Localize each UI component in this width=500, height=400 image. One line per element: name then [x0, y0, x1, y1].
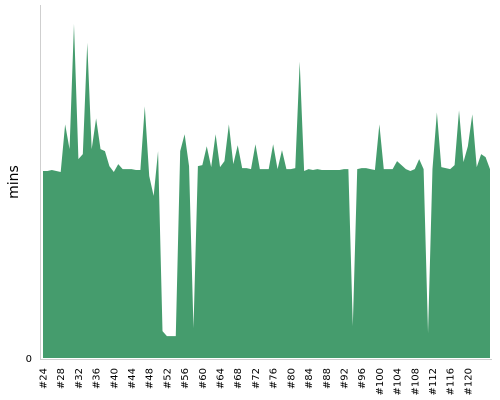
x-tick-label: #120 [463, 368, 474, 395]
y-tick-label-0: 0 [26, 354, 32, 365]
data-area-series [43, 23, 490, 358]
x-tick-label: #64 [216, 368, 227, 389]
x-tick-label: #60 [198, 368, 209, 389]
x-tick-label: #56 [180, 368, 191, 389]
x-tick-label: #36 [92, 368, 103, 389]
x-tick-label: #92 [339, 368, 350, 389]
x-tick-label: #108 [410, 368, 421, 395]
x-tick-label: #44 [127, 368, 138, 389]
x-tick-label: #112 [428, 368, 439, 395]
plot-area [43, 23, 490, 358]
x-tick-label: #48 [145, 368, 156, 389]
x-tick-label: #24 [39, 368, 50, 389]
x-tick-label: #68 [233, 368, 244, 389]
x-tick-label: #72 [251, 368, 262, 389]
x-tick-label: #100 [375, 368, 386, 395]
x-tick-label: #40 [109, 368, 120, 389]
x-tick-label: #52 [162, 368, 173, 389]
y-axis-title: mins [6, 165, 22, 199]
x-tick-label: #116 [446, 368, 457, 395]
x-tick-label: #96 [357, 368, 368, 389]
x-tick-label: #76 [269, 368, 280, 389]
x-tick-label: #84 [304, 368, 315, 389]
x-tick-label: #28 [56, 368, 67, 389]
x-tick-label: #88 [322, 368, 333, 389]
x-tick-label: #32 [74, 368, 85, 389]
x-tick-label: #104 [393, 368, 404, 395]
x-tick-labels: #24 #28 #32 #36 #40 #44 #48 #52 #56 #60 #64 #68 #72 #… [39, 368, 475, 395]
x-tick-label: #80 [286, 368, 297, 389]
